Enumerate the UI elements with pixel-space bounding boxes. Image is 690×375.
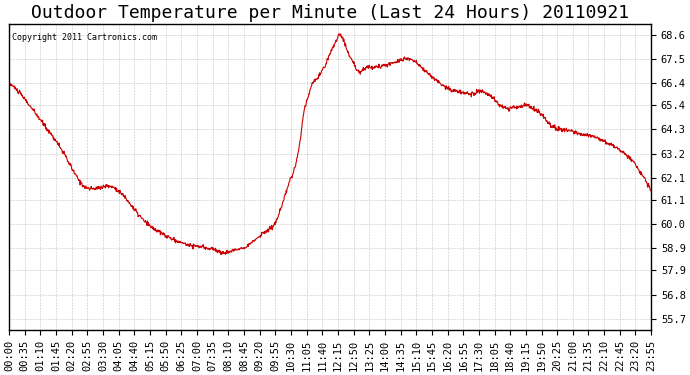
- Text: Copyright 2011 Cartronics.com: Copyright 2011 Cartronics.com: [12, 33, 157, 42]
- Title: Outdoor Temperature per Minute (Last 24 Hours) 20110921: Outdoor Temperature per Minute (Last 24 …: [31, 4, 629, 22]
